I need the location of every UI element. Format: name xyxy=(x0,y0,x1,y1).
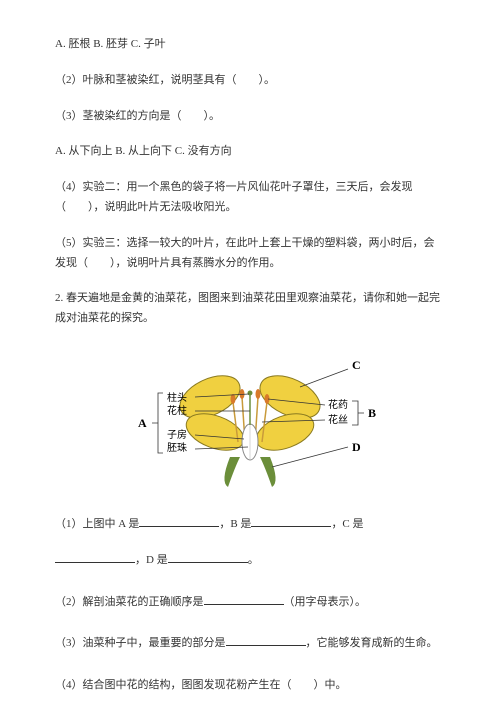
subquestion-1-cont: ，D 是 。 xyxy=(55,551,445,571)
subquestion-2: （2）解剖油菜花的正确顺序是 （用字母表示）。 xyxy=(55,593,445,613)
sq1-text-d: ，D 是 xyxy=(135,554,168,566)
sq3-text-a: （3）油菜种子中，最重要的部分是 xyxy=(55,637,226,649)
label-huayao: 花药 xyxy=(328,398,348,411)
letter-d: D xyxy=(352,440,361,454)
flower-figure: 柱头 花柱 子房 胚珠 花药 花丝 A B C D xyxy=(55,347,445,497)
sq1-text-a: （1）上图中 A 是 xyxy=(55,518,139,530)
label-zifang: 子房 xyxy=(167,428,187,441)
subquestion-4: （4）结合图中花的结构，图图发现花粉产生在（ ）中。 xyxy=(55,676,445,696)
label-huazhu: 花柱 xyxy=(167,404,187,417)
letter-c: C xyxy=(352,358,361,372)
label-huasi: 花丝 xyxy=(328,413,348,426)
flower-svg: 柱头 花柱 子房 胚珠 花药 花丝 A B C D xyxy=(100,347,400,497)
subquestion-1: （1）上图中 A 是 ，B 是 ，C 是 xyxy=(55,515,445,535)
blank[interactable] xyxy=(168,551,248,563)
sq1-text-c: ，C 是 xyxy=(331,518,363,530)
blank[interactable] xyxy=(251,515,331,527)
question-4: （4）实验二：用一个黑色的袋子将一片风仙花叶子罩住，三天后，会发现（ ），说明此… xyxy=(55,178,445,218)
question-6: 2. 春天遍地是金黄的油菜花，图图来到油菜花田里观察油菜花，请你和她一起完成对油… xyxy=(55,289,445,329)
label-zhutou: 柱头 xyxy=(167,391,187,404)
blank[interactable] xyxy=(226,634,306,646)
question-3: （3）茎被染红的方向是（ ）。 xyxy=(55,107,445,127)
sq2-text-b: （用字母表示）。 xyxy=(284,596,367,608)
blank[interactable] xyxy=(55,551,135,563)
blank[interactable] xyxy=(204,593,284,605)
sq1-text-b: ，B 是 xyxy=(219,518,251,530)
question-5: （5）实验三：选择一较大的叶片，在此叶上套上干燥的塑料袋，两小时后，会发现（ ）… xyxy=(55,234,445,274)
label-peizhu: 胚珠 xyxy=(167,441,187,454)
question-3-choices: A. 从下向上 B. 从上向下 C. 没有方向 xyxy=(55,142,445,162)
period: 。 xyxy=(248,554,259,566)
letter-b: B xyxy=(368,406,376,420)
blank[interactable] xyxy=(139,515,219,527)
sq2-text-a: （2）解剖油菜花的正确顺序是 xyxy=(55,596,204,608)
sq3-text-b: ，它能够发育成新的生命。 xyxy=(306,637,438,649)
subquestion-3: （3）油菜种子中，最重要的部分是 ，它能够发育成新的生命。 xyxy=(55,634,445,654)
question-1-choices: A. 胚根 B. 胚芽 C. 子叶 xyxy=(55,35,445,55)
letter-a: A xyxy=(138,416,147,430)
question-2: （2）叶脉和茎被染红，说明茎具有（ ）。 xyxy=(55,71,445,91)
